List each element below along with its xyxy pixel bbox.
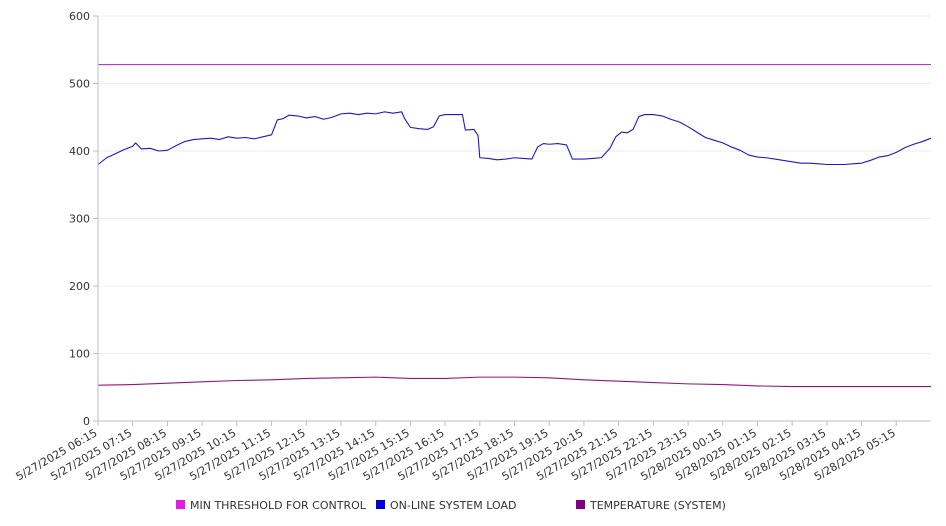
legend-swatch [376, 500, 385, 509]
legend-swatch [576, 500, 585, 509]
y-tick-label: 500 [69, 78, 90, 91]
legend-swatch [176, 500, 185, 509]
legend-label: ON-LINE SYSTEM LOAD [390, 499, 516, 512]
series-line-2 [97, 376, 931, 388]
y-tick-label: 200 [69, 280, 90, 293]
legend: MIN THRESHOLD FOR CONTROL ON-LINE SYSTEM … [176, 499, 726, 512]
legend-label: TEMPERATURE (SYSTEM) [589, 499, 726, 512]
grid [98, 15, 931, 354]
y-tick-label: 600 [69, 10, 90, 23]
series-lines [97, 64, 932, 388]
series-line-1 [97, 111, 932, 166]
y-tick-label: 400 [69, 145, 90, 158]
legend-label: MIN THRESHOLD FOR CONTROL [190, 499, 367, 512]
y-tick-label: 0 [83, 415, 90, 428]
y-tick-label: 100 [69, 348, 90, 361]
y-tick-label: 300 [69, 213, 90, 226]
